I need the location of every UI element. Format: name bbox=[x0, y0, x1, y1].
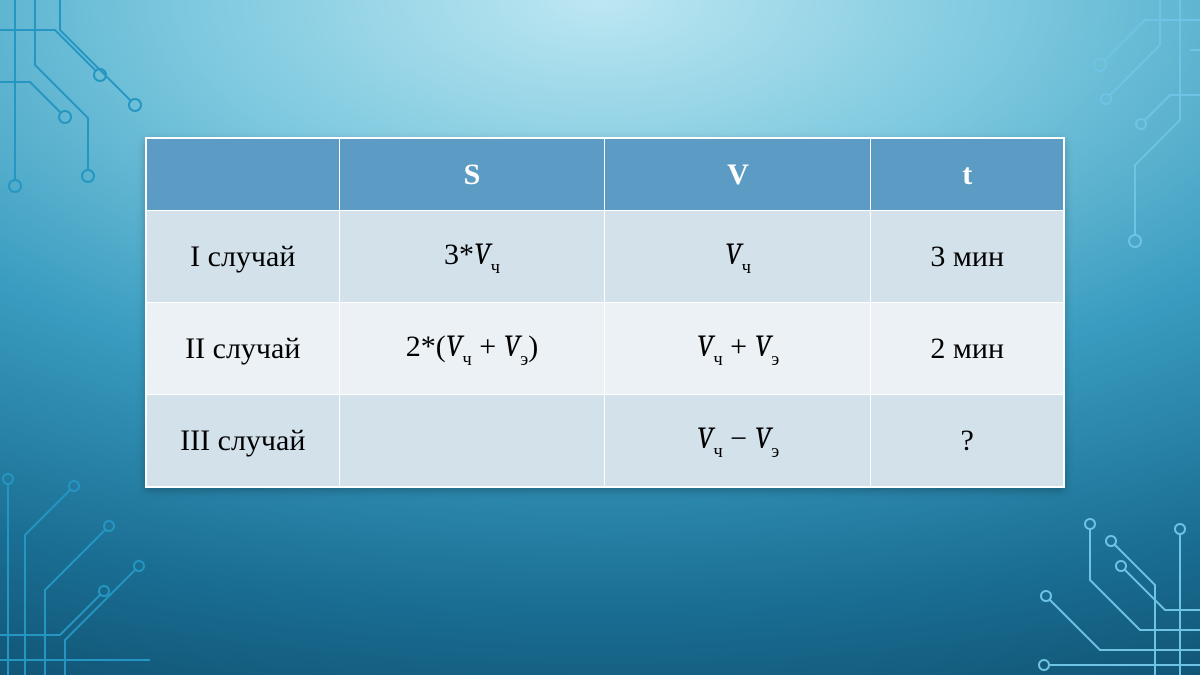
case-label: I случай bbox=[147, 211, 340, 303]
col-header-S: S bbox=[339, 139, 605, 211]
case-label: II случай bbox=[147, 303, 340, 395]
cell-S bbox=[339, 395, 605, 487]
col-header-blank bbox=[147, 139, 340, 211]
cell-V: Vч + Vэ bbox=[605, 303, 871, 395]
col-header-V: V bbox=[605, 139, 871, 211]
cell-t: 2 мин bbox=[871, 303, 1064, 395]
cell-S: 2*(Vч + Vэ) bbox=[339, 303, 605, 395]
case-label: III случай bbox=[147, 395, 340, 487]
cell-V: Vч − Vэ bbox=[605, 395, 871, 487]
table-row: II случай 2*(Vч + Vэ) Vч + Vэ 2 мин bbox=[147, 303, 1064, 395]
table-row: III случай Vч − Vэ ? bbox=[147, 395, 1064, 487]
cell-t: ? bbox=[871, 395, 1064, 487]
cell-S: 3*Vч bbox=[339, 211, 605, 303]
decor-circuit-bottom-right bbox=[940, 475, 1200, 675]
col-header-t: t bbox=[871, 139, 1064, 211]
decor-circuit-top-right bbox=[1050, 0, 1200, 260]
cell-V: Vч bbox=[605, 211, 871, 303]
table-header-row: S V t bbox=[147, 139, 1064, 211]
cases-table: S V t I случай 3*Vч Vч 3 мин II случай 2… bbox=[145, 137, 1065, 488]
table-row: I случай 3*Vч Vч 3 мин bbox=[147, 211, 1064, 303]
cell-t: 3 мин bbox=[871, 211, 1064, 303]
